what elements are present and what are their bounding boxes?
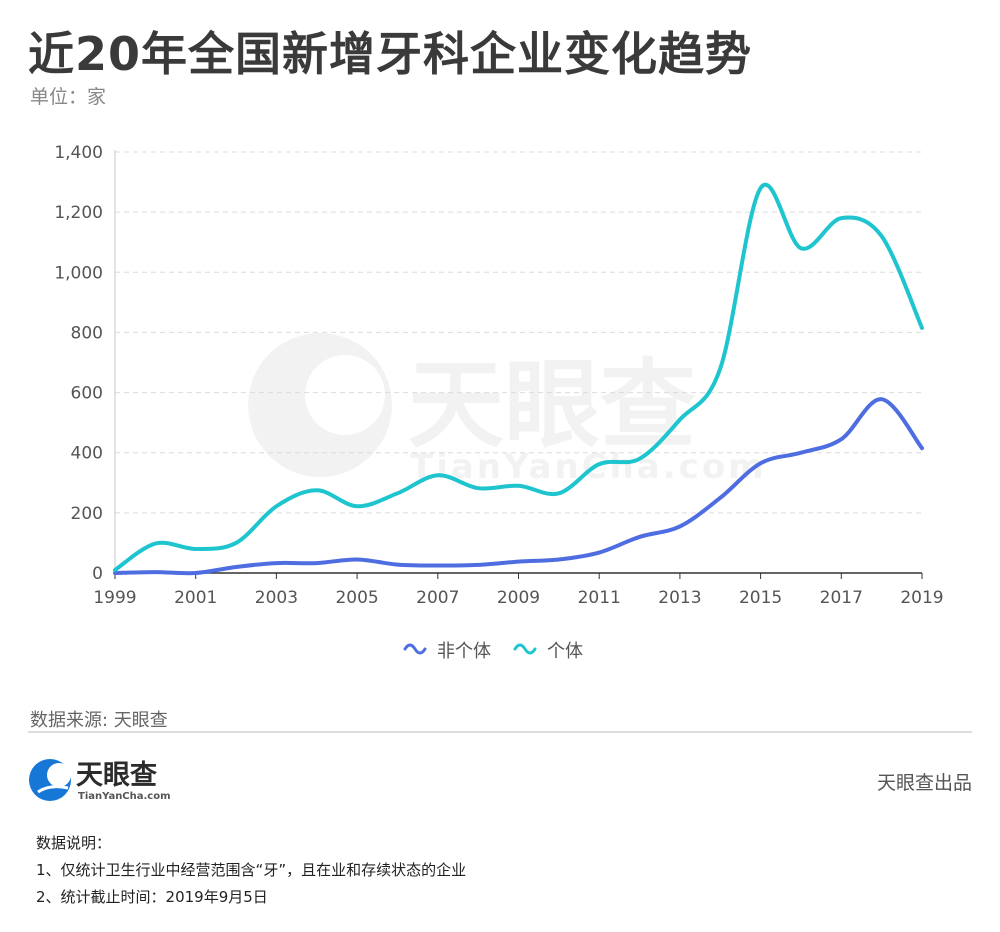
axes: 0 200 400 600 800 1,000 1,200 1,400 1999 2001 2003… xyxy=(54,143,943,608)
unit-label: 单位：家 xyxy=(30,86,107,108)
legend: 非个体 个体 xyxy=(403,641,583,662)
y-tick-label: 800 xyxy=(71,323,103,343)
legend-label-2: 个体 xyxy=(547,641,583,662)
legend-label-1: 非个体 xyxy=(437,641,491,662)
y-tick-label: 200 xyxy=(71,504,103,524)
note-item-1: 1、仅统计卫生行业中经营范围含“牙”，且在业和存续状态的企业 xyxy=(36,861,467,879)
series-line-2 xyxy=(113,182,924,572)
footer-logo-text: 天眼查 xyxy=(76,760,157,791)
notes-heading: 数据说明： xyxy=(36,834,112,852)
series-line-1 xyxy=(113,397,924,576)
x-tick-label: 2015 xyxy=(739,588,782,608)
x-tick-label: 2007 xyxy=(416,588,459,608)
legend-symbol-2 xyxy=(513,643,537,655)
note-item-2: 2、统计截止时间：2019年9月5日 xyxy=(36,888,268,906)
data-notes: 数据说明： 1、仅统计卫生行业中经营范围含“牙”，且在业和存续状态的企业 2、统… xyxy=(36,830,466,911)
x-tick-label: 1999 xyxy=(93,588,136,608)
y-tick-label: 0 xyxy=(92,564,103,584)
x-tick-label: 2001 xyxy=(174,588,217,608)
footer-logo-domain: TianYanCha.com xyxy=(78,791,171,802)
chart-title: 近20年全国新增牙科企业变化趋势 xyxy=(28,27,753,81)
watermark-brand: 天眼查 xyxy=(408,349,696,461)
produced-by: 天眼查出品 xyxy=(876,772,972,794)
y-tick-label: 1,000 xyxy=(54,263,103,283)
data-source: 数据来源: 天眼查 xyxy=(30,710,168,731)
x-tick-label: 2011 xyxy=(578,588,621,608)
x-tick-label: 2013 xyxy=(658,588,701,608)
x-tick-label: 2019 xyxy=(900,588,943,608)
x-tick-label: 2003 xyxy=(255,588,298,608)
x-tick-label: 2017 xyxy=(820,588,863,608)
y-tick-label: 600 xyxy=(71,384,103,404)
y-tick-label: 400 xyxy=(71,444,103,464)
tianyancha-logo-icon xyxy=(29,759,71,801)
watermark-logo-icon xyxy=(248,333,392,477)
footer-logo: 天眼查 TianYanCha.com xyxy=(29,759,171,802)
y-tick-label: 1,400 xyxy=(54,143,103,163)
line-chart: 天眼查 TianYanCha.com 0 200 400 600 800 1,000 1,2… xyxy=(54,143,943,662)
watermark-domain: TianYanCha.com xyxy=(410,447,767,487)
y-tick-label: 1,200 xyxy=(54,203,103,223)
x-tick-label: 2005 xyxy=(335,588,378,608)
series-group xyxy=(113,182,924,576)
legend-symbol-1 xyxy=(403,643,427,655)
x-tick-label: 2009 xyxy=(497,588,540,608)
footer-divider xyxy=(28,731,972,733)
watermark: 天眼查 TianYanCha.com xyxy=(248,333,767,487)
